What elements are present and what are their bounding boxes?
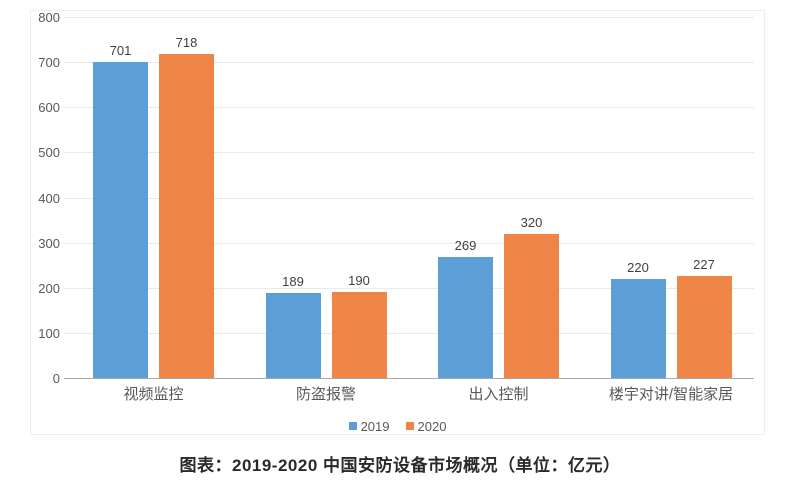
value-label: 269	[454, 237, 477, 253]
chart-title: 图表：2019-2020 中国安防设备市场概况（单位：亿元）	[179, 456, 621, 475]
bar-2019-视频监控	[93, 61, 148, 378]
gridline-400	[64, 197, 754, 199]
legend-label: 2019	[360, 418, 390, 434]
value-label: 701	[109, 42, 132, 58]
bar-2020-防盗报警	[331, 292, 387, 378]
y-axis-tick-label: 500	[38, 145, 60, 161]
y-axis-tick-label: 0	[52, 371, 60, 386]
bar-2019-出入控制	[438, 256, 493, 378]
gridline-200	[64, 287, 754, 289]
category-label: 防盗报警	[295, 386, 356, 403]
value-label: 189	[282, 273, 304, 289]
legend: 2019 2020	[31, 416, 764, 436]
x-axis-line	[64, 378, 754, 379]
y-axis-tick-label: 800	[38, 10, 60, 25]
y-axis-tick-label: 600	[38, 100, 60, 116]
value-label: 220	[627, 259, 649, 275]
value-label: 320	[520, 214, 543, 230]
y-axis-tick-label: 400	[38, 190, 60, 206]
plot-area: 701 718 189 190 269 320 220 227	[64, 17, 754, 379]
category-label: 出入控制	[468, 386, 529, 403]
gridline-100	[64, 332, 754, 334]
gridline-500	[64, 152, 754, 154]
gridline-300	[64, 242, 754, 244]
category-label: 楼宇对讲/智能家居	[608, 386, 734, 403]
gridline-600	[64, 107, 754, 109]
value-label: 227	[693, 256, 715, 272]
bar-2020-楼宇对讲/智能家居	[676, 275, 732, 378]
gridline-700	[64, 62, 754, 64]
y-axis-tick-label: 100	[38, 325, 60, 341]
y-axis-tick-label: 200	[38, 280, 60, 296]
legend-item-2020: 2020	[405, 418, 447, 434]
y-axis-tick-label: 700	[38, 55, 60, 71]
value-label: 718	[175, 35, 198, 51]
legend-item-2019: 2019	[348, 418, 390, 434]
bar-2020-出入控制	[504, 233, 559, 378]
y-axis-tick-label: 300	[38, 235, 60, 251]
gridline-800	[64, 17, 754, 18]
legend-label: 2020	[417, 418, 447, 434]
bar-2019-楼宇对讲/智能家居	[610, 278, 666, 378]
bar-2019-防盗报警	[265, 292, 321, 378]
value-label: 190	[348, 273, 370, 289]
legend-swatch-icon	[405, 422, 414, 430]
legend-swatch-icon	[348, 422, 357, 430]
category-label: 视频监控	[123, 386, 184, 403]
bar-2020-视频监控	[159, 54, 214, 378]
chart-frame: 0 100 200 300 400 500 600 700 800 701 718 189 190 26…	[30, 10, 765, 435]
